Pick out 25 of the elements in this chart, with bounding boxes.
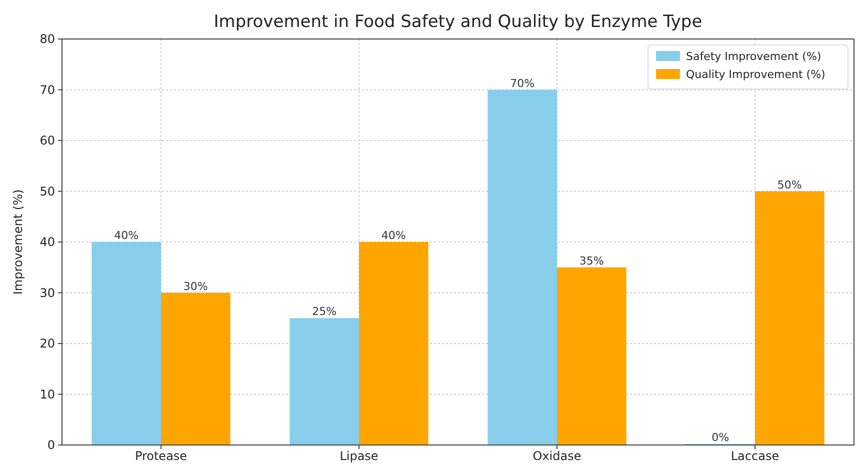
y-tick-label: 20	[40, 336, 55, 351]
x-tick-label: Laccase	[730, 449, 780, 463]
data-label: 0%	[712, 431, 730, 444]
data-label: 30%	[183, 280, 208, 293]
y-tick-label: 30	[40, 286, 55, 300]
data-label: 50%	[777, 178, 802, 192]
y-tick-label: 70	[40, 82, 55, 97]
data-label: 70%	[510, 76, 535, 90]
y-tick-label: 60	[40, 134, 55, 148]
x-tick-label: Lipase	[340, 449, 378, 463]
data-label: 25%	[312, 305, 337, 318]
legend-label: Quality Improvement (%)	[686, 68, 826, 81]
data-label: 40%	[381, 229, 406, 242]
chart-title: Improvement in Food Safety and Quality by Enzyme Type	[214, 12, 702, 32]
x-tick-label: Oxidase	[532, 449, 582, 463]
y-tick-label: 50	[40, 184, 55, 198]
y-tick-label: 10	[40, 387, 55, 402]
data-label: 40%	[114, 229, 139, 242]
y-axis-title: Improvement (%)	[11, 189, 25, 295]
y-tick-label: 80	[40, 32, 55, 46]
legend-label: Safety Improvement (%)	[686, 50, 822, 63]
data-label: 35%	[579, 254, 604, 268]
x-tick-label: Protease	[134, 449, 188, 463]
y-tick-label: 0	[47, 438, 55, 452]
y-tick-label: 40	[40, 235, 55, 250]
